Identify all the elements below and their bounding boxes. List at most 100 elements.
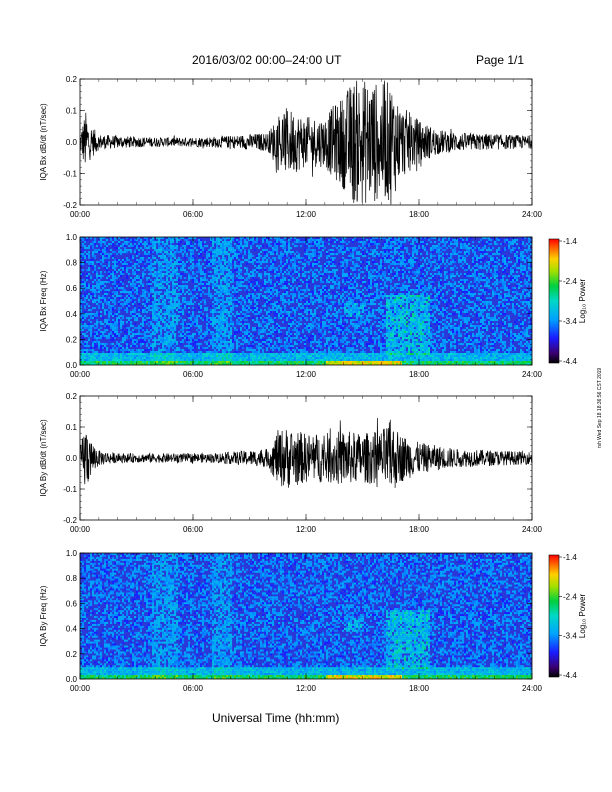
spectrogram-cell bbox=[96, 245, 99, 248]
spectrogram-cell bbox=[80, 325, 83, 328]
spectrogram-cell bbox=[170, 361, 173, 364]
spectrogram-cell bbox=[220, 337, 223, 340]
spectrogram-cell bbox=[284, 307, 287, 310]
spectrogram-cell bbox=[298, 341, 301, 344]
spectrogram-cell bbox=[168, 285, 171, 288]
spectrogram-cell bbox=[318, 345, 321, 348]
spectrogram-cell bbox=[236, 321, 239, 324]
spectrogram-cell bbox=[296, 271, 299, 274]
spectrogram-cell bbox=[220, 357, 223, 360]
spectrogram-cell bbox=[92, 313, 95, 316]
spectrogram-cell bbox=[164, 313, 167, 316]
spectrogram-cell bbox=[152, 359, 155, 362]
spectrogram-cell bbox=[100, 347, 103, 350]
spectrogram-cell bbox=[102, 363, 105, 366]
spectrogram-cell bbox=[212, 343, 215, 346]
spectrogram-cell bbox=[248, 323, 251, 326]
spectrogram-cell bbox=[156, 331, 159, 334]
spectrogram-cell bbox=[180, 329, 183, 332]
spectrogram-cell bbox=[86, 303, 89, 306]
spectrogram-cell bbox=[302, 275, 305, 278]
spectrogram-cell bbox=[222, 317, 225, 320]
spectrogram-cell bbox=[122, 305, 125, 308]
spectrogram-cell bbox=[274, 289, 277, 292]
spectrogram-cell bbox=[268, 269, 271, 272]
spectrogram-cell bbox=[288, 345, 291, 348]
spectrogram-cell bbox=[104, 319, 107, 322]
spectrogram-cell bbox=[114, 291, 117, 294]
spectrogram-cell bbox=[168, 297, 171, 300]
spectrogram-cell bbox=[216, 239, 219, 242]
spectrogram-cell bbox=[174, 349, 177, 352]
spectrogram-cell bbox=[202, 359, 205, 362]
spectrogram-cell bbox=[216, 353, 219, 356]
spectrogram-cell bbox=[110, 249, 113, 252]
spectrogram-cell bbox=[302, 337, 305, 340]
spectrogram-cell bbox=[238, 267, 241, 270]
spectrogram-cell bbox=[298, 329, 301, 332]
spectrogram-cell bbox=[206, 363, 209, 366]
spectrogram-cell bbox=[186, 261, 189, 264]
spectrogram-cell bbox=[110, 359, 113, 362]
spectrogram-cell bbox=[310, 319, 313, 322]
spectrogram-cell bbox=[112, 313, 115, 316]
spectrogram-cell bbox=[112, 255, 115, 258]
spectrogram-cell bbox=[306, 319, 309, 322]
spectrogram-cell bbox=[310, 329, 313, 332]
spectrogram-cell bbox=[308, 337, 311, 340]
spectrogram-cell bbox=[116, 281, 119, 284]
spectrogram-cell bbox=[290, 253, 293, 256]
spectrogram-cell bbox=[132, 349, 135, 352]
spectrogram-cell bbox=[104, 309, 107, 312]
spectrogram-cell bbox=[188, 359, 191, 362]
spectrogram-cell bbox=[214, 337, 217, 340]
spectrogram-cell bbox=[250, 257, 253, 260]
spectrogram-cell bbox=[162, 343, 165, 346]
spectrogram-cell bbox=[206, 357, 209, 360]
spectrogram-cell bbox=[208, 283, 211, 286]
spectrogram-cell bbox=[154, 359, 157, 362]
spectrogram-cell bbox=[204, 251, 207, 254]
spectrogram-cell bbox=[212, 243, 215, 246]
spectrogram-cell bbox=[192, 339, 195, 342]
spectrogram-cell bbox=[218, 239, 221, 242]
spectrogram-cell bbox=[302, 351, 305, 354]
spectrogram-cell bbox=[118, 361, 121, 364]
spectrogram-cell bbox=[304, 265, 307, 268]
spectrogram-cell bbox=[94, 267, 97, 270]
spectrogram-cell bbox=[276, 249, 279, 252]
spectrogram-cell bbox=[294, 355, 297, 358]
spectrogram-cell bbox=[240, 289, 243, 292]
spectrogram-cell bbox=[310, 357, 313, 360]
spectrogram-cell bbox=[224, 321, 227, 324]
spectrogram-cell bbox=[182, 323, 185, 326]
spectrogram-cell bbox=[94, 249, 97, 252]
spectrogram-cell bbox=[148, 257, 151, 260]
spectrogram-cell bbox=[120, 345, 123, 348]
spectrogram-cell bbox=[132, 303, 135, 306]
spectrogram-cell bbox=[220, 329, 223, 332]
spectrogram-cell bbox=[174, 237, 177, 240]
spectrogram-cell bbox=[272, 359, 275, 362]
spectrogram-cell bbox=[238, 255, 241, 258]
spectrogram-cell bbox=[168, 359, 171, 362]
spectrogram-cell bbox=[226, 319, 229, 322]
spectrogram-cell bbox=[164, 305, 167, 308]
spectrogram-cell bbox=[274, 241, 277, 244]
spectrogram-cell bbox=[206, 355, 209, 358]
spectrogram-cell bbox=[196, 295, 199, 298]
spectrogram-cell bbox=[322, 273, 325, 276]
spectrogram-cell bbox=[306, 289, 309, 292]
spectrogram-cell bbox=[196, 263, 199, 266]
spectrogram-cell bbox=[282, 279, 285, 282]
spectrogram-cell bbox=[166, 263, 169, 266]
spectrogram-cell bbox=[142, 363, 145, 366]
spectrogram-cell bbox=[268, 295, 271, 298]
spectrogram-cell bbox=[264, 299, 267, 302]
spectrogram-cell bbox=[228, 331, 231, 334]
spectrogram-cell bbox=[278, 339, 281, 342]
spectrogram-cell bbox=[194, 347, 197, 350]
spectrogram-cell bbox=[200, 317, 203, 320]
spectrogram-cell bbox=[132, 285, 135, 288]
spectrogram-cell bbox=[188, 361, 191, 364]
